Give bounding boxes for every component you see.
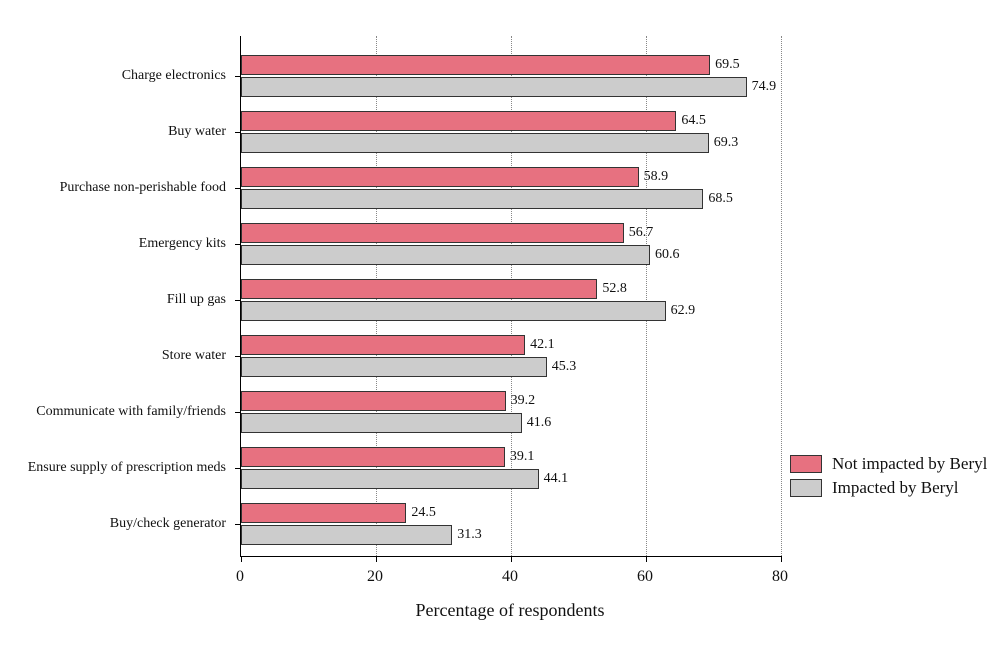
bar [241,525,452,545]
bar-value-label: 41.6 [527,415,552,431]
bar [241,301,666,321]
category-label: Charge electronics [0,68,226,84]
bar [241,447,505,467]
bar-value-label: 68.5 [708,191,733,207]
bar-value-label: 52.8 [602,281,627,297]
x-tick [376,556,377,562]
category-label: Fill up gas [0,292,226,308]
bar [241,133,709,153]
x-tick-label: 0 [236,568,244,586]
bar [241,413,522,433]
bar-value-label: 56.7 [629,225,654,241]
bar-value-label: 64.5 [681,113,706,129]
bar [241,391,506,411]
legend: Not impacted by Beryl Impacted by Beryl [790,450,987,502]
legend-item: Not impacted by Beryl [790,454,987,474]
category-label: Ensure supply of prescription meds [0,460,226,476]
x-axis-label: Percentage of respondents [416,600,605,621]
bar [241,111,676,131]
bar-value-label: 69.3 [714,135,739,151]
x-tick-label: 60 [637,568,653,586]
category-label: Purchase non-perishable food [0,180,226,196]
x-tick [646,556,647,562]
x-tick-label: 80 [772,568,788,586]
bar-value-label: 39.1 [510,449,535,465]
bar-value-label: 58.9 [644,169,669,185]
bar [241,335,525,355]
x-tick [781,556,782,562]
legend-swatch [790,479,822,497]
category-label: Buy/check generator [0,516,226,532]
bar-value-label: 62.9 [671,303,696,319]
legend-label: Impacted by Beryl [832,478,959,498]
bar-value-label: 39.2 [511,393,536,409]
category-label: Store water [0,348,226,364]
bar [241,167,639,187]
category-label: Emergency kits [0,236,226,252]
bar [241,245,650,265]
bar [241,55,710,75]
bar-chart: Percentage of respondents Not impacted b… [0,0,1000,667]
bar [241,189,703,209]
x-tick-label: 40 [502,568,518,586]
x-tick [511,556,512,562]
bar-value-label: 24.5 [411,505,436,521]
legend-item: Impacted by Beryl [790,478,987,498]
bar-value-label: 69.5 [715,57,740,73]
legend-label: Not impacted by Beryl [832,454,987,474]
bar-value-label: 60.6 [655,247,680,263]
bar [241,223,624,243]
bar [241,503,406,523]
bar-value-label: 74.9 [752,79,777,95]
category-label: Communicate with family/friends [0,404,226,420]
x-tick-label: 20 [367,568,383,586]
category-label: Buy water [0,124,226,140]
bar-value-label: 42.1 [530,337,555,353]
bar-value-label: 44.1 [544,471,569,487]
x-tick [241,556,242,562]
bar [241,469,539,489]
bar-value-label: 31.3 [457,527,482,543]
bar [241,357,547,377]
bar-value-label: 45.3 [552,359,577,375]
legend-swatch [790,455,822,473]
bar [241,77,747,97]
gridline [781,36,782,556]
bar [241,279,597,299]
